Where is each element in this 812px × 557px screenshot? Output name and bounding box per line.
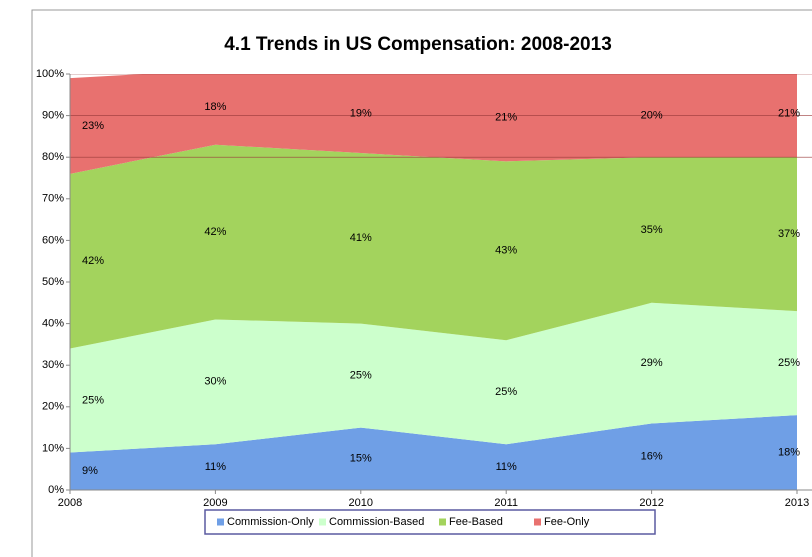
y-tick-label: 10% (42, 442, 64, 454)
data-label: 18% (778, 446, 800, 458)
chart-title: 4.1 Trends in US Compensation: 2008-2013 (224, 34, 612, 55)
data-label: 29% (641, 357, 663, 369)
legend-box (204, 509, 656, 535)
data-label: 25% (495, 386, 517, 398)
x-tick-label: 2010 (349, 497, 373, 509)
data-label: 11% (205, 461, 226, 473)
data-label: 30% (204, 376, 226, 388)
y-tick-label: 0% (48, 484, 64, 496)
data-label: 15% (350, 453, 372, 465)
data-label: 21% (778, 107, 800, 119)
x-tick-label: 2012 (639, 497, 663, 509)
legend-marker (534, 518, 541, 526)
legend-label: Commission-Only (227, 516, 314, 528)
data-label: 23% (82, 120, 104, 132)
legend-marker (217, 518, 224, 526)
data-label: 41% (350, 232, 372, 244)
y-tick-label: 70% (42, 193, 64, 205)
data-label: 37% (778, 228, 800, 240)
y-tick-label: 80% (42, 151, 64, 163)
data-label: 11% (496, 461, 517, 473)
plot-area (70, 74, 812, 490)
x-tick-label: 2009 (203, 497, 227, 509)
data-label: 21% (495, 112, 517, 124)
data-label: 43% (495, 245, 517, 257)
data-label: 20% (641, 110, 663, 122)
area (70, 415, 797, 490)
data-label: 25% (350, 370, 372, 382)
data-label: 16% (641, 451, 663, 463)
legend-marker (319, 518, 326, 526)
data-label: 35% (641, 224, 663, 236)
data-label: 25% (778, 357, 800, 369)
legend-label: Commission-Based (329, 516, 424, 528)
area (70, 144, 797, 349)
legend-label: Fee-Only (544, 516, 590, 528)
y-tick-label: 20% (42, 401, 64, 413)
x-tick-label: 2013 (785, 497, 809, 509)
data-label: 25% (82, 394, 104, 406)
area (70, 74, 797, 174)
y-tick-label: 60% (42, 234, 64, 246)
data-label: 42% (82, 255, 104, 267)
data-label: 19% (350, 107, 372, 119)
area (70, 302, 797, 453)
x-tick-label: 2008 (58, 497, 82, 509)
y-tick-label: 90% (42, 110, 64, 122)
y-tick-label: 100% (36, 68, 64, 80)
data-label: 42% (204, 226, 226, 238)
data-label: 9% (82, 465, 98, 477)
legend-marker (439, 518, 446, 526)
x-tick-label: 2011 (494, 497, 518, 509)
legend-label: Fee-Based (449, 516, 503, 528)
y-tick-label: 30% (42, 359, 64, 371)
y-tick-label: 50% (42, 276, 64, 288)
y-tick-label: 40% (42, 318, 64, 330)
data-label: 18% (204, 101, 226, 113)
